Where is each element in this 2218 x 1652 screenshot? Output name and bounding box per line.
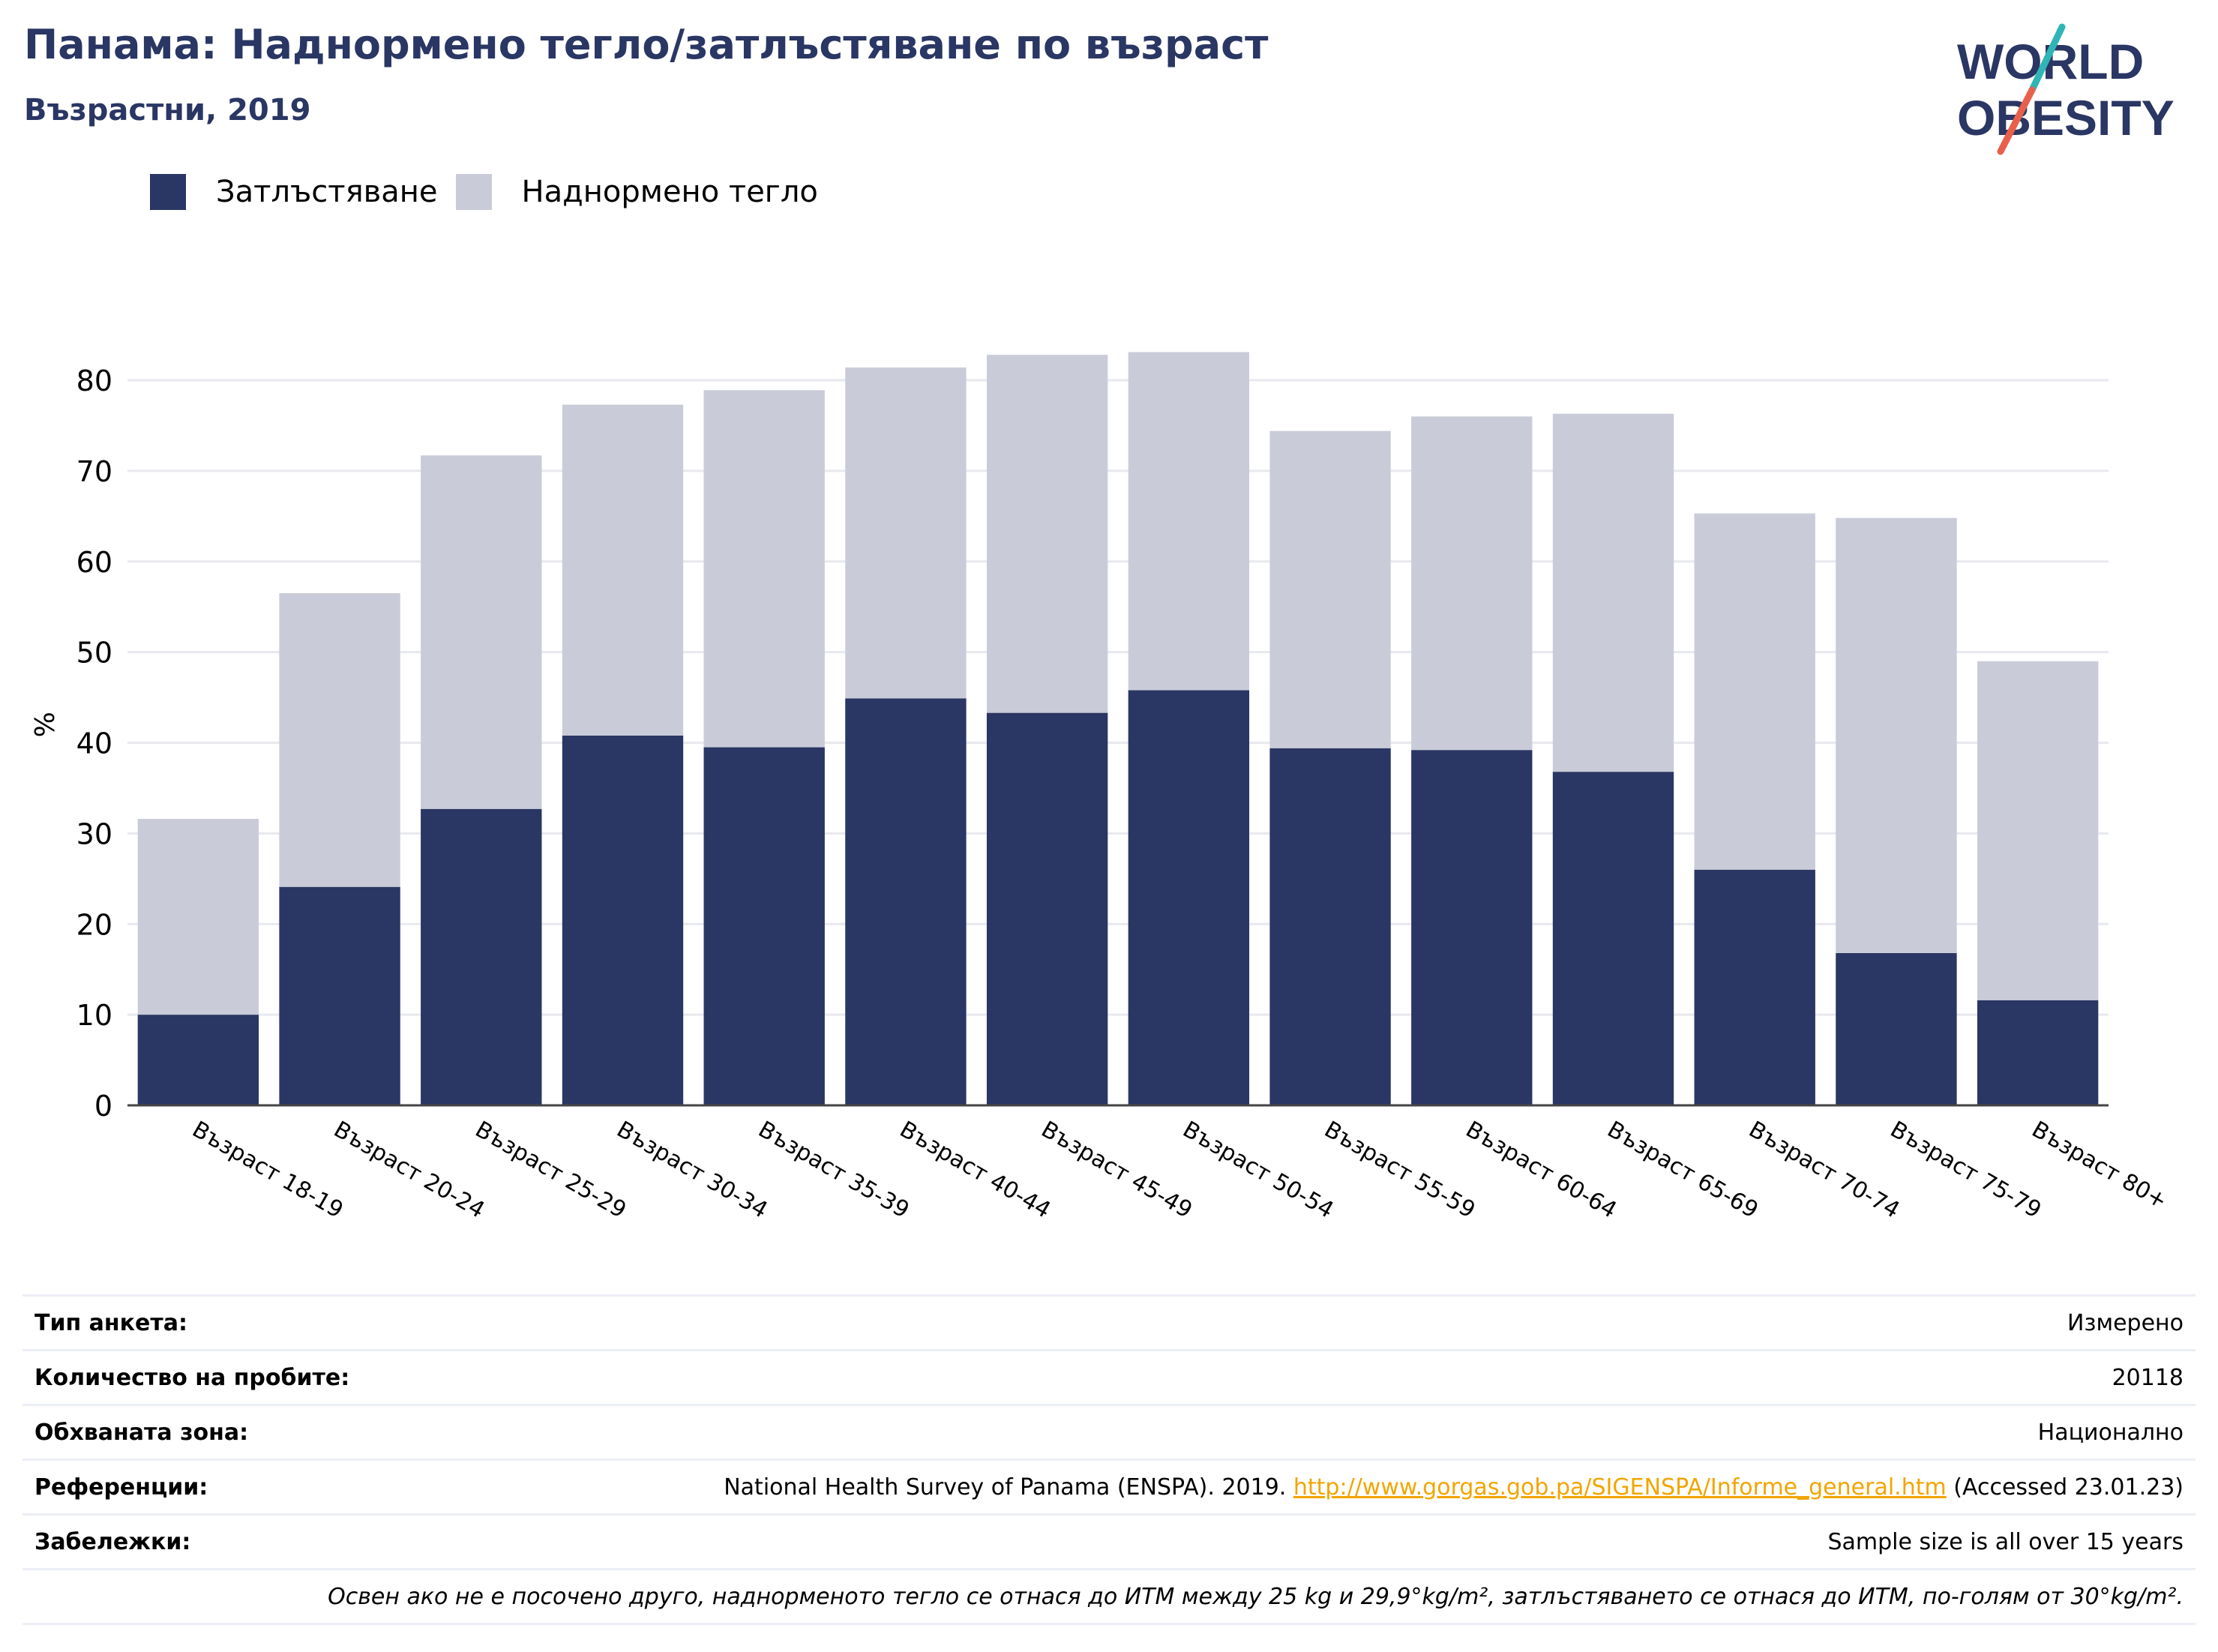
- world-obesity-logo: WORLD OBESITY: [1957, 23, 2175, 155]
- x-tick-label-13: Възраст 80+: [2028, 1117, 2172, 1215]
- info-row-survey-type: Тип анкета: Измерено: [22, 1294, 2196, 1349]
- bar-obesity-4: [703, 747, 825, 1105]
- bar-overweight-11: [1694, 513, 1815, 870]
- sample-size-value: 20118: [2112, 1364, 2184, 1391]
- y-axis-label: %: [30, 712, 61, 737]
- bar-overweight-6: [986, 355, 1108, 713]
- references-value: National Health Survey of Panama (ENSPA)…: [724, 1474, 2184, 1501]
- y-tick-label-60: 60: [76, 546, 112, 579]
- bar-overweight-0: [137, 819, 259, 1015]
- bar-overweight-10: [1552, 413, 1674, 772]
- y-tick-label-70: 70: [76, 455, 112, 488]
- info-row-references: Референции: National Health Survey of Pa…: [22, 1459, 2196, 1513]
- y-tick-label-40: 40: [76, 727, 112, 760]
- y-tick-label-10: 10: [76, 999, 112, 1032]
- bar-obesity-9: [1411, 750, 1533, 1105]
- info-row-definition: Освен ако не е посочено друго, наднормен…: [22, 1568, 2196, 1625]
- logo-word-obesity: OBESITY: [1957, 90, 2175, 145]
- notes-label: Забележки:: [34, 1528, 191, 1555]
- legend-item-obesity: Затлъстяване: [150, 174, 438, 210]
- y-tick-label-50: 50: [76, 637, 112, 670]
- bar-overweight-8: [1269, 430, 1391, 748]
- chart-subtitle: Възрастни, 2019: [24, 93, 311, 127]
- legend-label-obesity: Затлъстяване: [216, 175, 438, 209]
- info-row-notes: Забележки: Sample size is all over 15 ye…: [22, 1513, 2196, 1568]
- y-tick-label-20: 20: [76, 908, 112, 941]
- x-tick-label-4: Възраст 35-39: [754, 1117, 913, 1224]
- bar-overweight-12: [1836, 517, 1957, 953]
- area-label: Обхваната зона:: [34, 1419, 249, 1446]
- bar-obesity-6: [986, 712, 1108, 1105]
- chart-title: Панама: Наднормено тегло/затлъстяване по…: [24, 21, 1269, 68]
- info-row-area: Обхваната зона: Национално: [22, 1404, 2196, 1459]
- logo-word-world: WORLD: [1957, 34, 2144, 89]
- bar-obesity-13: [1977, 1000, 2099, 1105]
- survey-type-value: Измерено: [2067, 1309, 2184, 1336]
- references-link[interactable]: http://www.gorgas.gob.pa/SIGENSPA/Inform…: [1293, 1474, 1947, 1501]
- bar-obesity-5: [845, 698, 967, 1105]
- chart-legend: Затлъстяване Наднормено тегло: [150, 174, 836, 210]
- x-tick-label-12: Възраст 75-79: [1886, 1117, 2046, 1224]
- bar-overweight-5: [845, 367, 967, 699]
- bar-obesity-1: [279, 886, 400, 1105]
- y-tick-label-30: 30: [76, 817, 112, 850]
- bar-overweight-1: [279, 593, 400, 887]
- x-tick-label-0: Възраст 18-19: [187, 1117, 347, 1224]
- legend-item-overweight: Наднормено тегло: [455, 174, 818, 210]
- bar-obesity-12: [1836, 952, 1957, 1105]
- bar-overweight-9: [1411, 416, 1533, 751]
- x-tick-label-1: Възраст 20-24: [329, 1117, 489, 1224]
- info-table: Тип анкета: Измерено Количество на проби…: [22, 1294, 2196, 1625]
- x-tick-label-6: Възраст 45-49: [1037, 1117, 1197, 1224]
- x-tick-label-3: Възраст 30-34: [613, 1117, 772, 1224]
- y-tick-label-0: 0: [94, 1090, 112, 1123]
- bar-obesity-11: [1694, 869, 1815, 1105]
- x-tick-label-2: Възраст 25-29: [471, 1117, 631, 1224]
- notes-value: Sample size is all over 15 years: [1827, 1528, 2184, 1555]
- legend-label-overweight: Наднормено тегло: [521, 175, 818, 209]
- sample-size-label: Количество на пробите:: [34, 1364, 350, 1391]
- bar-obesity-2: [421, 808, 542, 1105]
- bar-overweight-2: [421, 455, 542, 809]
- legend-swatch-obesity: [150, 174, 186, 210]
- bar-overweight-13: [1977, 661, 2099, 1000]
- bar-obesity-0: [137, 1015, 259, 1105]
- x-tick-label-10: Възраст 65-69: [1603, 1117, 1763, 1224]
- y-tick-label-80: 80: [76, 364, 112, 397]
- x-tick-label-5: Възраст 40-44: [895, 1117, 1055, 1224]
- area-value: Национално: [2037, 1419, 2184, 1446]
- x-tick-label-11: Възраст 70-74: [1744, 1117, 1904, 1224]
- bar-overweight-4: [703, 390, 825, 748]
- bar-overweight-3: [562, 404, 684, 736]
- x-tick-label-8: Възраст 55-59: [1320, 1117, 1479, 1224]
- info-row-sample-size: Количество на пробите: 20118: [22, 1349, 2196, 1404]
- references-text: National Health Survey of Panama (ENSPA)…: [724, 1474, 1287, 1501]
- bar-overweight-7: [1128, 352, 1250, 691]
- bar-obesity-8: [1269, 748, 1391, 1105]
- references-label: Референции:: [34, 1474, 208, 1501]
- bar-obesity-7: [1128, 690, 1250, 1105]
- logo-slash-top: [2028, 23, 2066, 94]
- definition-note: Освен ако не е посочено друго, наднормен…: [328, 1583, 2184, 1610]
- x-tick-label-9: Възраст 60-64: [1461, 1117, 1621, 1224]
- references-accessed: (Accessed 23.01.23): [1953, 1474, 2184, 1501]
- logo-slash-bottom: [1997, 86, 2036, 155]
- bar-obesity-3: [562, 735, 684, 1105]
- survey-type-label: Тип анкета:: [34, 1309, 187, 1336]
- x-tick-label-7: Възраст 50-54: [1178, 1117, 1338, 1224]
- bar-obesity-10: [1552, 772, 1674, 1105]
- legend-swatch-overweight: [455, 174, 492, 210]
